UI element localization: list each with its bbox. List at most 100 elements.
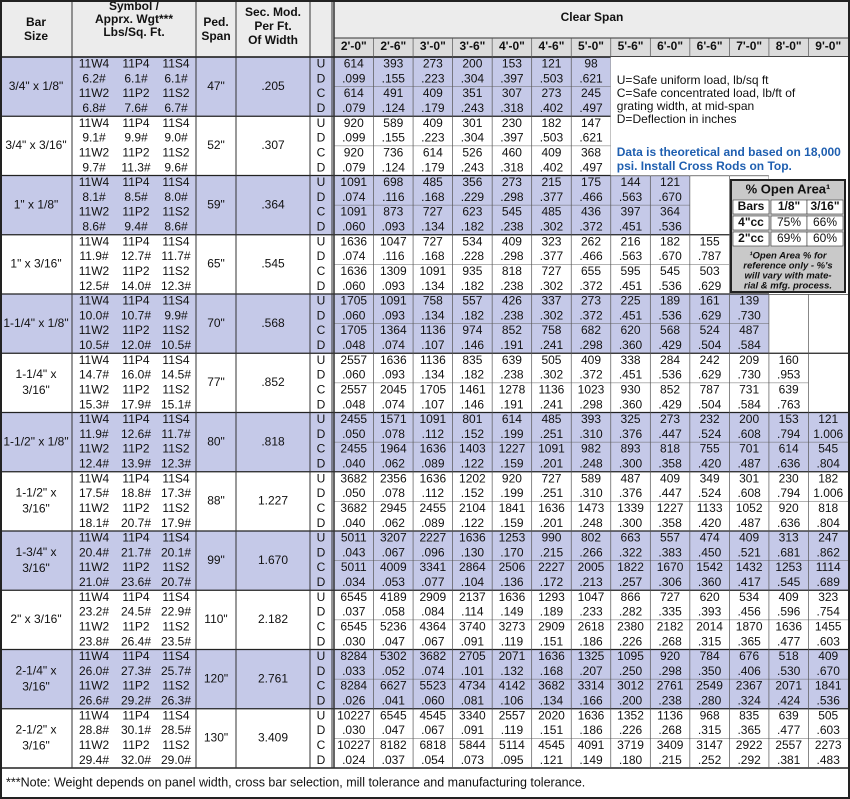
- load-value: .215: [658, 753, 682, 767]
- bar-size-header: Size: [24, 29, 48, 43]
- load-value: .124: [382, 160, 406, 174]
- load-value: .420: [698, 516, 722, 530]
- symbol: 11P2: [122, 205, 149, 219]
- symbol: 6.1#: [164, 71, 188, 85]
- footnote: ***Note: Weight depends on panel width, …: [6, 775, 585, 789]
- load-value: .078: [382, 427, 406, 441]
- span-label: 4'-0": [499, 39, 525, 53]
- ped-span: 110": [204, 612, 227, 626]
- load-letter: D: [317, 457, 326, 471]
- load-value: 3740: [459, 619, 486, 633]
- load-value: .182: [461, 279, 485, 293]
- load-value: 2455: [340, 442, 367, 456]
- load-value: .180: [619, 753, 643, 767]
- sec-mod: .205: [261, 79, 285, 93]
- span-label: 8'-0": [776, 39, 802, 53]
- load-value: 1636: [775, 619, 802, 633]
- load-value: 474: [700, 531, 720, 545]
- symbol-header: Symbol /: [109, 0, 160, 13]
- load-value: .091: [461, 634, 485, 648]
- load-value: 801: [462, 412, 482, 426]
- symbol: 14.0#: [121, 279, 151, 293]
- load-value: 1870: [736, 619, 763, 633]
- load-value: .302: [540, 220, 564, 234]
- load-value: .456: [737, 605, 761, 619]
- symbol: 11.9#: [79, 249, 108, 263]
- symbol: 11.9#: [79, 427, 108, 441]
- span-label: 5'-6": [618, 39, 644, 53]
- load-value: .417: [737, 575, 761, 589]
- load-value: 1091: [538, 442, 565, 456]
- load-value: .250: [619, 664, 643, 678]
- bar-size: 2" x 3/16": [10, 612, 61, 626]
- load-value: 682: [581, 323, 601, 337]
- load-value: .483: [817, 753, 841, 767]
- load-value: .335: [658, 605, 682, 619]
- symbol-header: Apprx. Wgt***: [95, 12, 173, 26]
- load-value: 436: [581, 205, 601, 219]
- load-value: .134: [421, 279, 445, 293]
- load-value: .074: [382, 397, 406, 411]
- symbol: 11P2: [122, 382, 149, 396]
- load-value: .047: [382, 634, 406, 648]
- load-letter: C: [317, 679, 326, 693]
- load-value: 230: [779, 471, 799, 485]
- load-value: 4009: [380, 560, 407, 574]
- load-value: .107: [421, 338, 445, 352]
- load-value: .168: [421, 190, 445, 204]
- symbol: 11S2: [162, 679, 189, 693]
- load-value: 614: [423, 145, 443, 159]
- load-value: .754: [817, 605, 841, 619]
- symbol: 11.7#: [161, 427, 190, 441]
- open-area-value: 66%: [813, 215, 837, 229]
- load-value: .730: [737, 308, 761, 322]
- symbol: 12.6#: [121, 427, 151, 441]
- symbol: 11W4: [79, 353, 110, 367]
- symbol: 11S4: [162, 353, 189, 367]
- load-value: .689: [817, 575, 841, 589]
- load-value: 2557: [499, 708, 526, 722]
- load-value: .159: [500, 457, 524, 471]
- load-value: 3207: [380, 531, 407, 545]
- symbol: 11S2: [162, 738, 189, 752]
- load-value: .447: [658, 486, 682, 500]
- sec-mod: 2.182: [258, 612, 288, 626]
- load-letter: U: [317, 294, 326, 308]
- symbol: 11W2: [79, 619, 110, 633]
- load-value: .243: [461, 101, 485, 115]
- load-value: .050: [342, 486, 366, 500]
- load-value: .447: [658, 427, 682, 441]
- load-value: 1293: [538, 590, 565, 604]
- symbol: 11S2: [162, 205, 189, 219]
- symbol: 11.7#: [161, 249, 190, 263]
- load-value: .238: [500, 368, 524, 382]
- symbol: 26.4#: [121, 634, 151, 648]
- load-value: 409: [818, 649, 838, 663]
- load-value: 491: [383, 86, 403, 100]
- symbol: 11W2: [79, 382, 110, 396]
- load-value: 4734: [459, 679, 486, 693]
- cell-bg: [0, 412, 334, 472]
- load-value: .360: [698, 575, 722, 589]
- open-area-footnote: rial & mfg. process.: [744, 281, 832, 292]
- load-value: .477: [777, 634, 801, 648]
- load-value: 1636: [538, 501, 565, 515]
- load-value: .420: [698, 457, 722, 471]
- load-value: 487: [621, 471, 641, 485]
- load-value: .292: [737, 753, 761, 767]
- load-value: 1403: [459, 442, 486, 456]
- open-area-footnote: will vary with mate-: [744, 271, 831, 282]
- load-value: 397: [621, 205, 641, 219]
- symbol: 17.5#: [79, 486, 109, 500]
- load-value: 3682: [538, 679, 565, 693]
- load-value: 485: [541, 412, 561, 426]
- load-value: 1114: [816, 560, 841, 574]
- symbol: 11S2: [162, 382, 189, 396]
- symbol: 11W4: [79, 531, 110, 545]
- load-value: .048: [342, 397, 366, 411]
- load-value: .054: [421, 753, 445, 767]
- load-value: .381: [777, 753, 801, 767]
- load-value: .536: [817, 694, 841, 708]
- load-value: .074: [421, 664, 445, 678]
- load-value: 2014: [696, 619, 723, 633]
